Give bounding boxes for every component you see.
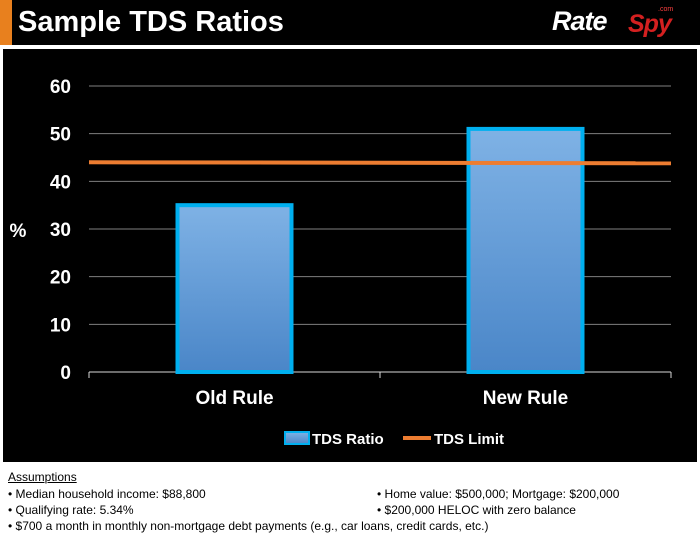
y-axis-label: % bbox=[10, 221, 27, 242]
chart-area: 0 10 20 30 40 50 60% Old Rule New Rule TDS Ratio T… bbox=[3, 49, 697, 462]
header-accent bbox=[0, 0, 12, 45]
x-tick-label: New Rule bbox=[483, 388, 569, 409]
assumptions-notes: Assumptions • Median household income: $… bbox=[8, 469, 694, 543]
logo-com-text: .com bbox=[658, 6, 674, 13]
assumption-income: • Median household income: $88,800 bbox=[8, 487, 206, 501]
page-title: Sample TDS Ratios bbox=[18, 6, 284, 38]
y-tick-label: 20 bbox=[50, 268, 71, 289]
y-tick-label: 10 bbox=[50, 315, 71, 336]
logo-spy-text: Spy bbox=[628, 10, 672, 38]
assumption-heloc: • $200,000 HELOC with zero balance bbox=[377, 503, 576, 517]
y-tick-label: 0 bbox=[60, 363, 71, 384]
assumption-rate: • Qualifying rate: 5.34% bbox=[8, 503, 134, 517]
legend-swatch-tds-ratio bbox=[284, 431, 310, 445]
y-tick-label: 60 bbox=[50, 77, 71, 98]
header-bar bbox=[0, 0, 700, 45]
assumptions-heading: Assumptions bbox=[8, 470, 77, 484]
assumption-debt: • $700 a month in monthly non-mortgage d… bbox=[8, 519, 489, 533]
bar-old-rule bbox=[175, 203, 294, 374]
legend-label-tds-ratio: TDS Ratio bbox=[312, 431, 384, 448]
y-tick-label: 40 bbox=[50, 172, 71, 193]
y-tick-label: 50 bbox=[50, 125, 71, 146]
tds-ratio-chart: 0 10 20 30 40 50 60% Old Rule New Rule TDS Ratio T… bbox=[10, 77, 672, 448]
x-tick-label: Old Rule bbox=[195, 388, 273, 409]
bar-new-rule bbox=[466, 126, 585, 375]
tds-limit-line bbox=[88, 160, 672, 166]
legend-label-tds-limit: TDS Limit bbox=[434, 431, 504, 448]
y-tick-label: 30 bbox=[50, 220, 71, 241]
logo-rate-text: Rate bbox=[552, 6, 608, 36]
ratespy-logo: Rate .com Spy bbox=[548, 4, 694, 42]
assumption-home-value: • Home value: $500,000; Mortgage: $200,0… bbox=[377, 487, 620, 501]
